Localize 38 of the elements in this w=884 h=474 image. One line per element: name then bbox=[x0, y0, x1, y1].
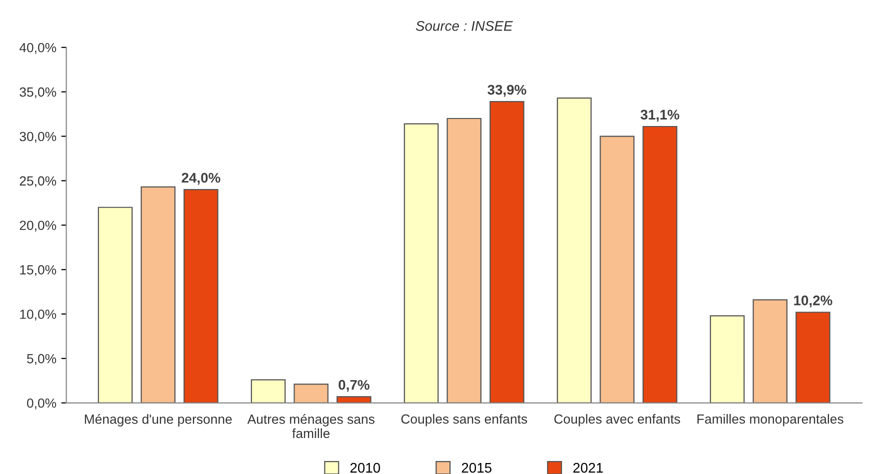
y-tick-label: 15,0% bbox=[20, 265, 56, 276]
bar bbox=[752, 299, 788, 403]
bar bbox=[184, 189, 218, 403]
bar bbox=[446, 118, 482, 403]
y-tick-label: 25,0% bbox=[20, 176, 56, 188]
bar bbox=[404, 123, 439, 403]
bar bbox=[796, 312, 830, 403]
bar bbox=[600, 136, 634, 403]
legend-label: 2015 bbox=[462, 462, 492, 473]
y-tick-label: 0,0% bbox=[27, 398, 56, 410]
y-tick-label: 5,0% bbox=[27, 354, 56, 365]
y-tick-label: 10,0% bbox=[20, 310, 56, 320]
bar bbox=[556, 98, 592, 403]
legend-label: 2021 bbox=[573, 462, 603, 473]
bar bbox=[294, 384, 328, 403]
x-tick-label: Couples avec enfants bbox=[554, 414, 680, 426]
y-tick-label: 35,0% bbox=[20, 87, 56, 98]
x-tick-label: Autres ménages sans famille bbox=[247, 414, 374, 438]
x-tick-label: Couples sans enfants bbox=[401, 414, 528, 426]
chart-title: Source : INSEE bbox=[416, 21, 513, 31]
y-tick-label: 20,0% bbox=[20, 220, 56, 232]
legend-label: 2010 bbox=[350, 462, 380, 473]
bar bbox=[140, 186, 176, 403]
data-label: 24,0% bbox=[182, 172, 220, 185]
data-label: 33,9% bbox=[488, 84, 526, 97]
bar bbox=[250, 379, 286, 403]
bar bbox=[336, 396, 372, 403]
bar bbox=[710, 315, 745, 403]
bar bbox=[490, 101, 524, 403]
y-tick-label: 40,0% bbox=[19, 42, 56, 54]
data-label: 0,7% bbox=[338, 380, 370, 392]
data-label: 31,1% bbox=[640, 110, 680, 122]
bar bbox=[98, 206, 133, 403]
x-tick-label: Familles monoparentales bbox=[697, 414, 844, 426]
data-label: 10,2% bbox=[794, 296, 832, 308]
y-tick-label: 30,0% bbox=[20, 132, 56, 143]
bar bbox=[642, 126, 678, 403]
x-tick-label: Ménages d'une personne bbox=[84, 414, 232, 426]
